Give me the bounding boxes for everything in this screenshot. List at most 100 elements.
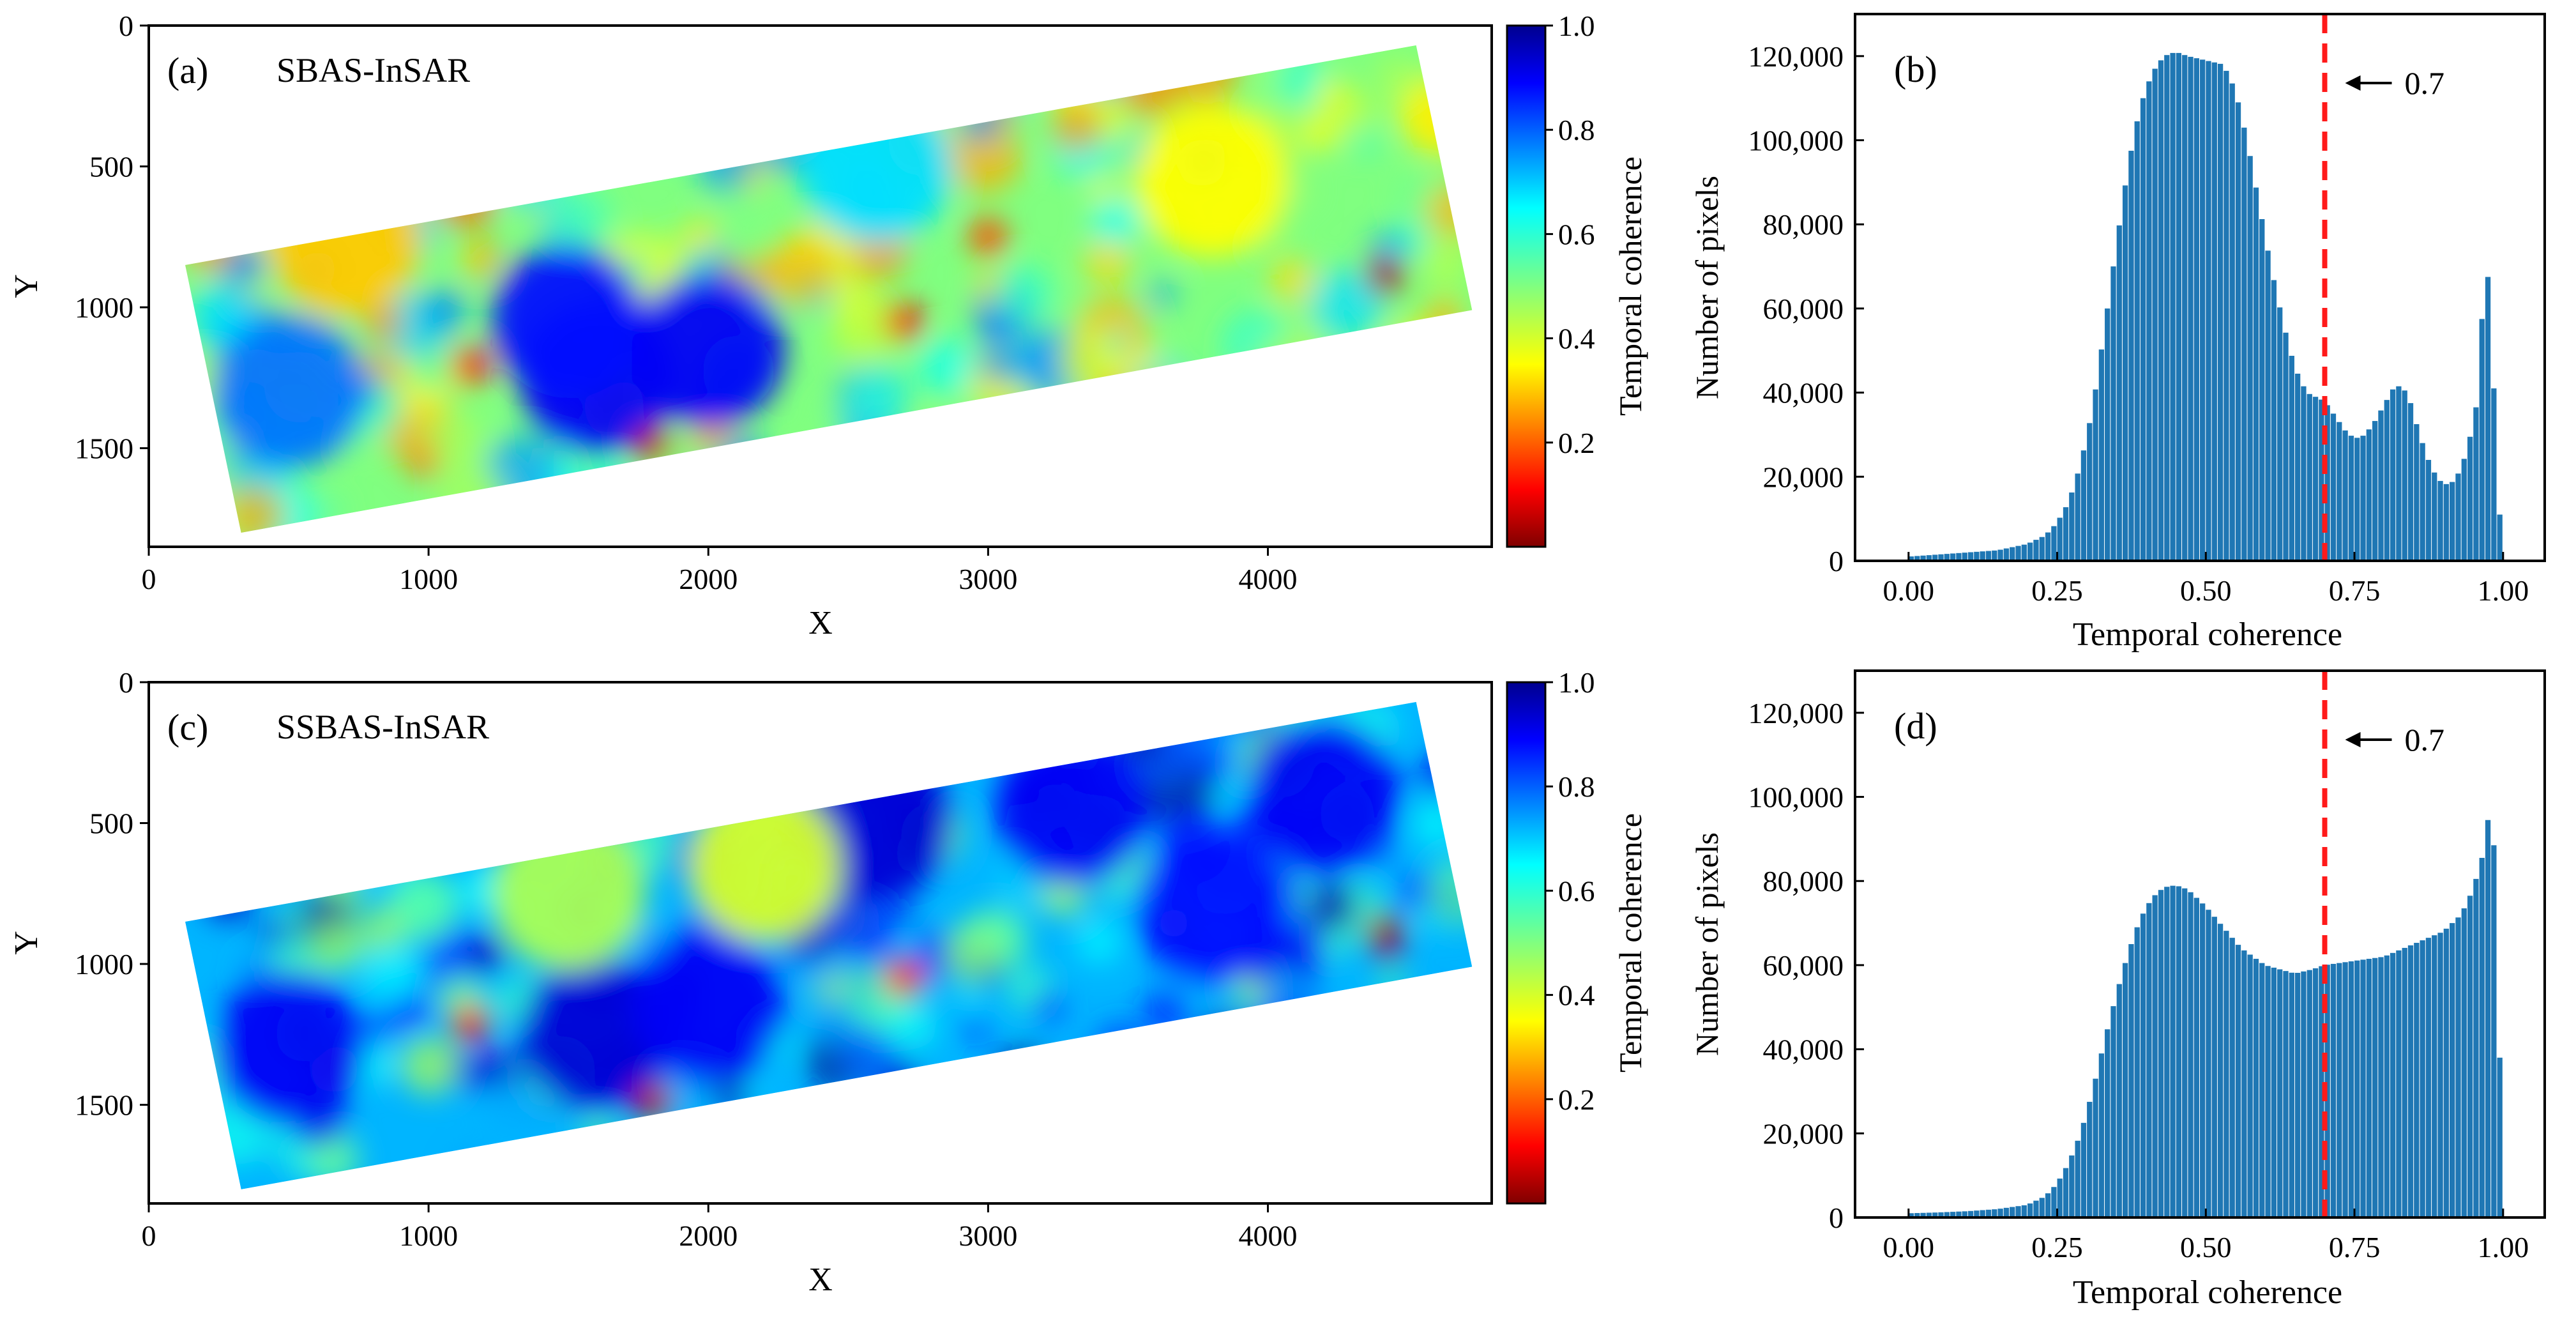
map-speckle xyxy=(213,84,247,118)
map-speckle xyxy=(1280,1159,1310,1189)
map-speckle xyxy=(242,835,271,864)
hist-bar xyxy=(2497,1057,2503,1217)
map-speckle xyxy=(1358,482,1427,533)
map-speckle xyxy=(1135,372,1183,418)
map-speckle xyxy=(308,917,365,973)
hist-bar xyxy=(2015,1206,2021,1217)
hist-bar xyxy=(2229,83,2235,561)
map-speckle xyxy=(926,413,951,438)
hist-bar xyxy=(2312,397,2319,561)
hist-bar xyxy=(2087,423,2093,561)
map-speckle xyxy=(229,701,271,728)
map-speckle xyxy=(1452,1021,1473,1061)
map-speckle xyxy=(1222,1093,1288,1159)
hist-bar xyxy=(2116,225,2122,561)
hist-bar xyxy=(2348,436,2354,561)
y-tick-label: 1000 xyxy=(75,948,133,981)
map-speckle xyxy=(1133,357,1193,416)
hist-bar xyxy=(2105,308,2110,561)
y-tick-label: 100,000 xyxy=(1748,781,1844,814)
hist-bar xyxy=(2437,480,2443,561)
hist-bar xyxy=(2045,1193,2051,1217)
map-speckle xyxy=(1316,79,1348,111)
hist-bar xyxy=(1920,1212,1926,1217)
map-speckle xyxy=(1017,432,1081,496)
hist-bar xyxy=(2271,967,2277,1217)
x-tick-label: 4000 xyxy=(1239,563,1298,595)
map-speckle xyxy=(1066,1045,1110,1090)
y-tick-label: 60,000 xyxy=(1763,293,1844,325)
hist-bar xyxy=(2015,546,2021,561)
map-hotspot xyxy=(492,816,646,970)
y-tick-label: 80,000 xyxy=(1763,865,1844,897)
hist-bar xyxy=(2265,966,2271,1217)
hist-bar xyxy=(1997,549,2003,561)
hist-bar xyxy=(1980,1210,1985,1217)
hist-bar xyxy=(2140,913,2146,1217)
hist-bar xyxy=(1944,554,1950,561)
map-speckle xyxy=(1250,1160,1282,1189)
map-speckle xyxy=(722,185,754,217)
map-speckle xyxy=(1103,330,1129,356)
x-tick-label: 1.00 xyxy=(2478,1231,2529,1263)
map-speckle xyxy=(315,91,358,133)
map-speckle xyxy=(827,1121,868,1163)
hist-bar xyxy=(2479,319,2485,561)
hist-bar xyxy=(2378,410,2384,561)
y-tick-label: 500 xyxy=(89,807,133,840)
hist-bar xyxy=(2396,386,2402,561)
panel-d: 0.00 0.25 0.50 0.75 1.00 0 20,000 40,000 60,000 8… xyxy=(1689,669,2546,1311)
map-speckle xyxy=(839,768,865,793)
hist-bar xyxy=(2128,151,2134,561)
hist-bar xyxy=(2164,887,2170,1217)
hist-bar xyxy=(2193,58,2199,561)
x-tick-label: 0.50 xyxy=(2180,574,2232,607)
map-speckle xyxy=(1299,369,1347,417)
map-speckle xyxy=(225,486,285,533)
x-tick-label: 0.75 xyxy=(2329,574,2381,607)
hist-bar xyxy=(2235,945,2241,1217)
hist-bar xyxy=(2134,121,2140,561)
map-speckle xyxy=(340,149,407,217)
map-speckle xyxy=(1163,1108,1210,1155)
map-speckle xyxy=(959,453,991,485)
hist-bar xyxy=(2146,903,2152,1217)
hist-bar xyxy=(2098,349,2105,561)
hist-bar xyxy=(1920,555,1926,561)
map-speckle xyxy=(320,496,345,521)
map-speckle xyxy=(849,701,920,740)
x-tick-label: 0.75 xyxy=(2329,1231,2381,1263)
map-speckle xyxy=(962,1013,989,1041)
map-hotspot xyxy=(1366,913,1405,952)
hist-bar xyxy=(2277,307,2283,561)
hist-bar xyxy=(2241,127,2247,561)
map-speckle xyxy=(1321,411,1393,484)
map-speckle xyxy=(836,448,873,485)
hist-bar xyxy=(2384,400,2390,561)
map-speckle xyxy=(1307,882,1357,932)
map-speckle xyxy=(185,860,199,887)
map-speckle xyxy=(1065,381,1109,424)
hist-bar xyxy=(2337,963,2342,1217)
x-tick-label: 0.25 xyxy=(2031,574,2083,607)
hist-bar xyxy=(2039,1198,2045,1217)
map-speckle xyxy=(187,797,222,832)
map-speckle xyxy=(226,226,252,252)
map-speckle xyxy=(233,93,289,148)
panel-c-ylabel: Y xyxy=(8,931,45,955)
hist-bar xyxy=(1908,1213,1914,1217)
hist-bar xyxy=(2414,943,2420,1217)
map-speckle xyxy=(950,122,1021,194)
hist-bar xyxy=(2063,1168,2069,1217)
hist-bar xyxy=(2164,55,2170,561)
map-speckle xyxy=(874,1072,915,1113)
hist-bar xyxy=(2390,952,2396,1217)
panel-c-colorbar: 0.2 0.4 0.6 0.8 1.0 xyxy=(1506,666,1595,1205)
map-speckle xyxy=(1298,112,1339,153)
panel-a-map xyxy=(185,45,1473,533)
map-speckle xyxy=(977,53,1006,82)
hist-bar xyxy=(2360,959,2366,1217)
map-speckle xyxy=(397,88,434,125)
panel-a-title: SBAS-InSAR xyxy=(277,51,470,89)
map-hotspot xyxy=(884,302,923,341)
